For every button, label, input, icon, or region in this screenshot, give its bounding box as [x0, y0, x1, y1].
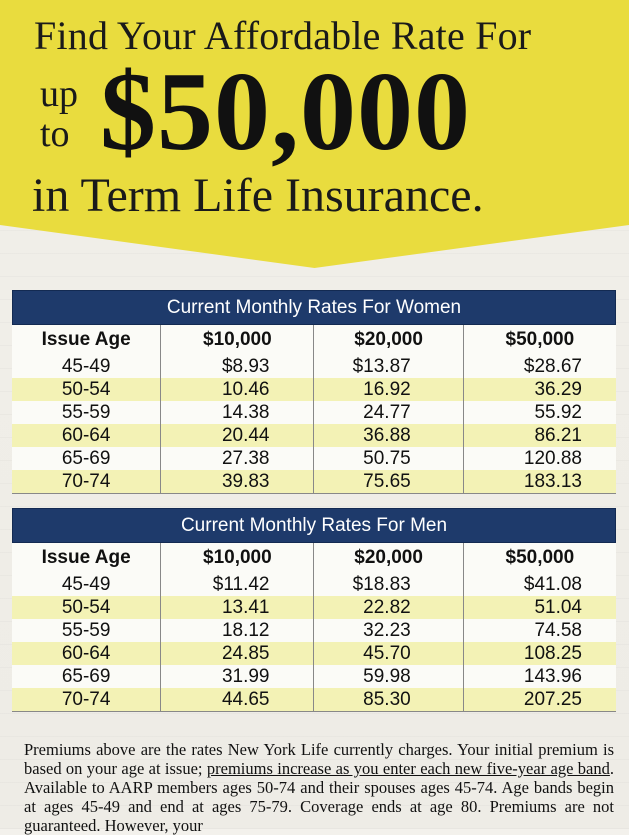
- table-row: 55-59 18.12 32.23 74.58: [12, 619, 616, 642]
- disclaimer-text: Premiums above are the rates New York Li…: [24, 740, 614, 835]
- rate-cell: 75.65: [313, 470, 464, 494]
- issue-age-cell: 60-64: [12, 424, 161, 447]
- men-rates-table: Current Monthly Rates For Men Issue Age …: [12, 508, 616, 712]
- issue-age-cell: 50-54: [12, 596, 161, 619]
- rate-cell: 36.29: [462, 378, 616, 401]
- rate-cell: 13.41: [160, 596, 314, 619]
- headline-line1: Find Your Affordable Rate For: [34, 13, 532, 58]
- table-row: 60-64 20.44 36.88 86.21: [12, 424, 616, 447]
- men-rates-grid: Issue Age $10,000 $20,000 $50,000 45-49 $…: [12, 543, 616, 712]
- rate-cell: 86.21: [462, 424, 616, 447]
- rate-cell: 27.38: [160, 447, 314, 470]
- rate-cell: 10.46: [160, 378, 314, 401]
- rate-cell: 51.04: [462, 596, 616, 619]
- women-rates-grid: Issue Age $10,000 $20,000 $50,000 45-49 $…: [12, 325, 616, 494]
- rate-cell: 18.12: [160, 619, 314, 642]
- issue-age-cell: 65-69: [12, 665, 161, 688]
- headline-to: to: [40, 113, 70, 155]
- women-table-title: Current Monthly Rates For Women: [12, 290, 616, 325]
- table-row: 65-69 27.38 50.75 120.88: [12, 447, 616, 470]
- headline-amount: $50,000: [100, 50, 471, 174]
- issue-age-cell: 70-74: [12, 470, 161, 494]
- column-header-50000: $50,000: [462, 325, 616, 355]
- table-row: 60-64 24.85 45.70 108.25: [12, 642, 616, 665]
- table-row: 65-69 31.99 59.98 143.96: [12, 665, 616, 688]
- column-header-50000: $50,000: [462, 543, 616, 573]
- table-row: 55-59 14.38 24.77 55.92: [12, 401, 616, 424]
- column-header-issue-age: Issue Age: [12, 543, 161, 573]
- headline-up-to: up to: [40, 74, 100, 154]
- table-row: 50-54 13.41 22.82 51.04: [12, 596, 616, 619]
- rate-cell: 44.65: [160, 688, 314, 712]
- table-row: 45-49 $8.93 $13.87 $28.67: [12, 355, 616, 378]
- issue-age-cell: 50-54: [12, 378, 161, 401]
- rate-cell: $8.93: [160, 355, 314, 378]
- rate-cell: 55.92: [462, 401, 616, 424]
- disclaimer-part2: . Available to AARP members ages 50-74 a…: [24, 759, 615, 835]
- headline-line3: in Term Life Insurance.: [32, 169, 484, 222]
- rate-cell: 45.70: [313, 642, 464, 665]
- rate-cell: 183.13: [462, 470, 616, 494]
- rate-cell: 143.96: [462, 665, 616, 688]
- column-header-issue-age: Issue Age: [12, 325, 161, 355]
- rate-cell: 14.38: [160, 401, 314, 424]
- rate-cell: 20.44: [160, 424, 314, 447]
- disclaimer-underlined: premiums increase as you enter each new …: [206, 759, 610, 778]
- issue-age-cell: 65-69: [12, 447, 161, 470]
- table-row: 70-74 44.65 85.30 207.25: [12, 688, 616, 712]
- rate-cell: 108.25: [462, 642, 616, 665]
- headline-up: up: [40, 73, 78, 115]
- rate-cell: 24.85: [160, 642, 314, 665]
- issue-age-cell: 70-74: [12, 688, 161, 712]
- rate-cell: 22.82: [313, 596, 464, 619]
- headline-banner: Find Your Affordable Rate For up to $50,…: [0, 0, 629, 268]
- rate-cell: 120.88: [462, 447, 616, 470]
- women-rates-table: Current Monthly Rates For Women Issue Ag…: [12, 290, 616, 494]
- issue-age-cell: 45-49: [12, 573, 161, 596]
- rate-cell: $13.87: [313, 355, 464, 378]
- rate-cell: $28.67: [462, 355, 616, 378]
- rate-cell: 24.77: [313, 401, 464, 424]
- column-header-20000: $20,000: [313, 325, 464, 355]
- column-header-10000: $10,000: [160, 325, 314, 355]
- rate-cell: $41.08: [462, 573, 616, 596]
- issue-age-cell: 45-49: [12, 355, 161, 378]
- rate-cell: 31.99: [160, 665, 314, 688]
- rate-cell: 16.92: [313, 378, 464, 401]
- rate-cell: $18.83: [313, 573, 464, 596]
- rate-cell: $11.42: [160, 573, 314, 596]
- issue-age-cell: 60-64: [12, 642, 161, 665]
- disclaimer-part1: Premiums above are the rates New York Li…: [24, 740, 614, 778]
- rate-cell: 74.58: [462, 619, 616, 642]
- table-row: 70-74 39.83 75.65 183.13: [12, 470, 616, 494]
- rate-cell: 39.83: [160, 470, 314, 494]
- rate-cell: 59.98: [313, 665, 464, 688]
- issue-age-cell: 55-59: [12, 401, 161, 424]
- men-table-title: Current Monthly Rates For Men: [12, 508, 616, 543]
- rate-cell: 50.75: [313, 447, 464, 470]
- rate-cell: 36.88: [313, 424, 464, 447]
- rate-cell: 207.25: [462, 688, 616, 712]
- column-header-10000: $10,000: [160, 543, 314, 573]
- column-header-20000: $20,000: [313, 543, 464, 573]
- table-row: 50-54 10.46 16.92 36.29: [12, 378, 616, 401]
- table-row: 45-49 $11.42 $18.83 $41.08: [12, 573, 616, 596]
- rate-cell: 32.23: [313, 619, 464, 642]
- issue-age-cell: 55-59: [12, 619, 161, 642]
- rate-cell: 85.30: [313, 688, 464, 712]
